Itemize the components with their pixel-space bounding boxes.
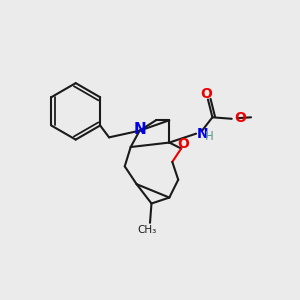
Text: CH₃: CH₃ bbox=[137, 225, 157, 235]
Text: N: N bbox=[133, 122, 146, 137]
Text: H: H bbox=[204, 130, 213, 142]
Text: N: N bbox=[197, 127, 208, 141]
Text: O: O bbox=[234, 111, 246, 125]
Text: O: O bbox=[200, 87, 212, 101]
Text: O: O bbox=[177, 137, 189, 151]
